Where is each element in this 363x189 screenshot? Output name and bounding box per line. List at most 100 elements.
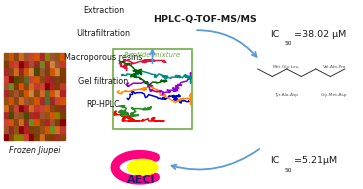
Bar (40, 53, 45, 60)
Bar (55, 82, 60, 89)
Text: Tyr-Ala-Asp: Tyr-Ala-Asp (274, 93, 298, 98)
Bar (60, 82, 65, 89)
Bar (4, 82, 9, 89)
Bar (14, 96, 19, 104)
Bar (34, 118, 40, 125)
Bar (14, 125, 19, 133)
Bar (50, 53, 55, 60)
Bar (40, 75, 45, 82)
Bar (4, 133, 9, 140)
Bar (24, 111, 29, 118)
Bar (34, 125, 40, 133)
Bar (45, 118, 50, 125)
Bar (29, 82, 34, 89)
Bar (50, 104, 55, 111)
Bar (40, 125, 45, 133)
Text: Gel filtration: Gel filtration (78, 77, 129, 86)
Bar (50, 89, 55, 96)
Bar (4, 53, 9, 60)
Bar (34, 53, 40, 60)
Bar (4, 75, 9, 82)
Bar (4, 67, 9, 75)
Bar (55, 96, 60, 104)
Text: RP-HPLC: RP-HPLC (87, 100, 120, 109)
Bar (9, 89, 14, 96)
Bar (19, 111, 24, 118)
Bar (9, 67, 14, 75)
Bar (9, 104, 14, 111)
Text: Peptide mixture: Peptide mixture (125, 52, 180, 58)
Bar (19, 125, 24, 133)
Bar (19, 67, 24, 75)
Bar (24, 118, 29, 125)
Bar (55, 67, 60, 75)
Bar (60, 60, 65, 67)
Bar (24, 89, 29, 96)
Bar (14, 118, 19, 125)
Bar (34, 133, 40, 140)
Bar (55, 60, 60, 67)
Bar (9, 133, 14, 140)
Bar (60, 75, 65, 82)
Bar (60, 133, 65, 140)
Bar (40, 96, 45, 104)
Bar (4, 118, 9, 125)
Bar (40, 111, 45, 118)
Bar (50, 60, 55, 67)
Bar (29, 133, 34, 140)
Bar (19, 60, 24, 67)
Bar (14, 67, 19, 75)
Bar (40, 118, 45, 125)
Bar (60, 104, 65, 111)
Bar (24, 75, 29, 82)
Bar (4, 96, 9, 104)
Bar (29, 60, 34, 67)
Bar (34, 104, 40, 111)
Bar (50, 125, 55, 133)
Bar (24, 67, 29, 75)
Bar (34, 111, 40, 118)
Bar (60, 118, 65, 125)
Bar (9, 111, 14, 118)
Bar (40, 104, 45, 111)
Text: Ultrafiltration: Ultrafiltration (77, 29, 130, 38)
Bar (40, 89, 45, 96)
Bar (40, 60, 45, 67)
Bar (55, 125, 60, 133)
Circle shape (127, 159, 158, 175)
Bar (24, 96, 29, 104)
Text: Gly-Met-Asp: Gly-Met-Asp (321, 93, 348, 98)
Bar (55, 104, 60, 111)
Bar (19, 96, 24, 104)
Bar (29, 104, 34, 111)
Bar (4, 89, 9, 96)
Bar (29, 118, 34, 125)
Bar (50, 75, 55, 82)
Bar (45, 60, 50, 67)
Bar (34, 89, 40, 96)
Bar (60, 67, 65, 75)
Bar (14, 82, 19, 89)
Bar (4, 60, 9, 67)
Bar (29, 53, 34, 60)
Bar (45, 104, 50, 111)
Bar (55, 118, 60, 125)
Bar (50, 96, 55, 104)
Bar (19, 133, 24, 140)
Bar (55, 53, 60, 60)
Bar (29, 75, 34, 82)
Bar (45, 133, 50, 140)
Bar (40, 67, 45, 75)
Text: IC: IC (270, 156, 280, 165)
Bar (29, 96, 34, 104)
Bar (19, 53, 24, 60)
Bar (45, 82, 50, 89)
Text: Frozen Jiupei: Frozen Jiupei (9, 146, 60, 155)
Bar (40, 82, 45, 89)
Bar (24, 60, 29, 67)
Bar (14, 111, 19, 118)
Bar (19, 82, 24, 89)
Bar (55, 111, 60, 118)
Bar (50, 118, 55, 125)
Bar (55, 133, 60, 140)
